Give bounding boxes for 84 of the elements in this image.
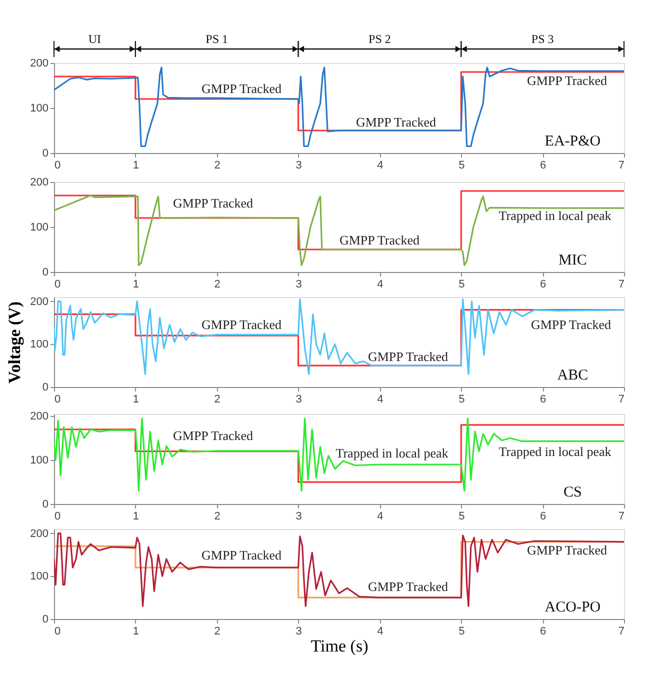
annotation: GMPP Tracked <box>339 232 420 248</box>
x-tick-label: 6 <box>540 394 546 406</box>
y-tick-label: 0 <box>42 266 48 278</box>
x-tick-label: 6 <box>540 510 546 522</box>
x-tick-label: 1 <box>132 394 139 406</box>
x-tick-label: 6 <box>540 160 546 172</box>
x-tick-label: 0 <box>54 278 61 290</box>
x-tick-label: 1 <box>132 160 139 172</box>
x-tick-label: 0 <box>54 626 61 638</box>
annotation: GMPP Tracked <box>356 114 437 130</box>
x-axis-title: Time (s) <box>310 636 368 656</box>
x-tick-label: 2 <box>214 394 220 406</box>
x-tick-label: 3 <box>296 160 302 172</box>
y-axis-title: Voltage (V) <box>5 302 24 384</box>
annotation: GMPP Tracked <box>368 349 448 364</box>
y-tick-label: 200 <box>30 58 48 70</box>
x-tick-label: 3 <box>296 510 302 522</box>
x-tick-label: 2 <box>214 278 220 290</box>
x-tick-label: 0 <box>54 394 61 406</box>
x-tick-label: 7 <box>618 394 624 406</box>
annotation: MIC <box>558 252 587 268</box>
line-series <box>54 66 624 148</box>
x-tick-label: 3 <box>296 626 302 638</box>
x-tick-label: 7 <box>618 278 624 290</box>
line-series <box>54 194 624 266</box>
annotation: GMPP Tracked <box>526 542 608 558</box>
y-tick-label: 200 <box>30 528 48 540</box>
text: PS 3 <box>531 32 554 46</box>
y-tick-label: 100 <box>30 338 48 351</box>
y-tick-label: 0 <box>42 498 48 510</box>
y-tick-label: 100 <box>30 570 48 583</box>
x-tick-label: 6 <box>540 626 546 638</box>
y-tick-label: 0 <box>42 148 48 160</box>
annotation: GMPP Tracked <box>201 81 282 96</box>
y-tick-label: 200 <box>30 296 48 308</box>
annotation: Trapped in local peak <box>498 208 612 223</box>
x-tick-label: 3 <box>296 278 302 290</box>
x-tick-label: 7 <box>618 160 624 172</box>
annotation: Trapped in local peak <box>498 444 612 460</box>
x-tick-label: 0 <box>54 160 61 172</box>
x-tick-label: 3 <box>296 394 302 406</box>
x-tick-label: 5 <box>458 394 465 406</box>
x-tick-label: 1 <box>132 278 139 290</box>
annotation: GMPP Tracked <box>526 73 608 88</box>
x-tick-label: 5 <box>458 278 465 290</box>
annotation: ABC <box>557 367 588 384</box>
x-tick-label: 4 <box>377 626 384 638</box>
annotation: GMPP Tracked <box>368 578 448 594</box>
x-tick-label: 5 <box>458 626 465 638</box>
y-tick-label: 0 <box>42 614 48 626</box>
x-tick-label: 4 <box>377 510 384 522</box>
annotation: Trapped in local peak <box>336 446 449 461</box>
x-tick-label: 1 <box>132 510 139 522</box>
annotation: CS <box>564 484 582 500</box>
y-tick-label: 0 <box>42 382 48 394</box>
x-tick-label: 5 <box>458 510 465 522</box>
x-tick-label: 2 <box>214 510 220 522</box>
annotation: GMPP Tracked <box>530 316 612 332</box>
annotation: GMPP Tracked <box>172 428 254 443</box>
annotation: GMPP Tracked <box>201 548 282 563</box>
annotation: EA-P&O <box>544 133 601 150</box>
x-tick-label: 4 <box>377 160 384 172</box>
x-tick-label: 5 <box>458 160 465 172</box>
x-tick-label: 7 <box>618 626 624 638</box>
y-tick-label: 200 <box>30 176 48 188</box>
y-tick-label: 100 <box>30 454 48 467</box>
text: PS 2 <box>368 32 391 46</box>
y-tick-label: 100 <box>30 102 48 114</box>
x-tick-label: 0 <box>54 510 61 522</box>
annotation: ACO-PO <box>544 599 601 616</box>
annotation: GMPP Tracked <box>172 196 254 211</box>
y-tick-label: 200 <box>30 410 48 423</box>
x-tick-label: 4 <box>377 394 384 406</box>
x-tick-label: 4 <box>377 278 384 290</box>
x-tick-label: 1 <box>132 626 139 638</box>
text: UI <box>88 32 102 46</box>
text: PS 1 <box>206 32 228 46</box>
x-tick-label: 7 <box>618 510 624 522</box>
annotation: GMPP Tracked <box>201 316 282 332</box>
y-tick-label: 100 <box>30 222 48 234</box>
x-tick-label: 6 <box>540 278 546 290</box>
x-tick-label: 2 <box>214 626 220 638</box>
x-tick-label: 2 <box>214 160 220 172</box>
line-series <box>54 424 624 483</box>
